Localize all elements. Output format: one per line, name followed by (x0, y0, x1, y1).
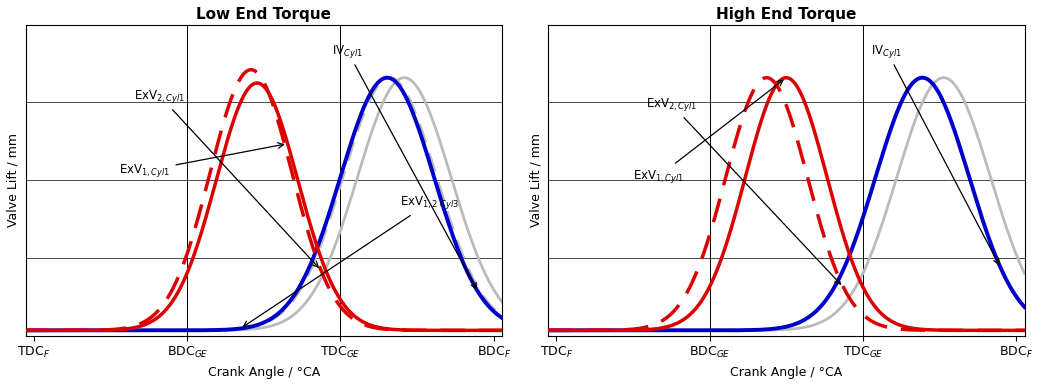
Text: ExV$_{2, Cyl1}$: ExV$_{2, Cyl1}$ (646, 96, 841, 284)
Text: IV$_{Cyl1}$: IV$_{Cyl1}$ (871, 42, 998, 264)
Y-axis label: Valve Lift / mm: Valve Lift / mm (529, 133, 542, 227)
Y-axis label: Valve Lift / mm: Valve Lift / mm (7, 133, 20, 227)
Title: Low End Torque: Low End Torque (196, 7, 331, 22)
Text: IV$_{Cyl1}$: IV$_{Cyl1}$ (332, 42, 476, 289)
Text: ExV$_{1,2\ Cyl3}$: ExV$_{1,2\ Cyl3}$ (244, 194, 460, 327)
Title: High End Torque: High End Torque (716, 7, 857, 22)
X-axis label: Crank Angle / °CA: Crank Angle / °CA (207, 366, 320, 379)
Text: ExV$_{1, Cyl1}$: ExV$_{1, Cyl1}$ (632, 80, 783, 185)
X-axis label: Crank Angle / °CA: Crank Angle / °CA (730, 366, 842, 379)
Text: ExV$_{2, Cyl1}$: ExV$_{2, Cyl1}$ (134, 88, 318, 267)
Text: ExV$_{1, Cyl1}$: ExV$_{1, Cyl1}$ (119, 143, 283, 179)
